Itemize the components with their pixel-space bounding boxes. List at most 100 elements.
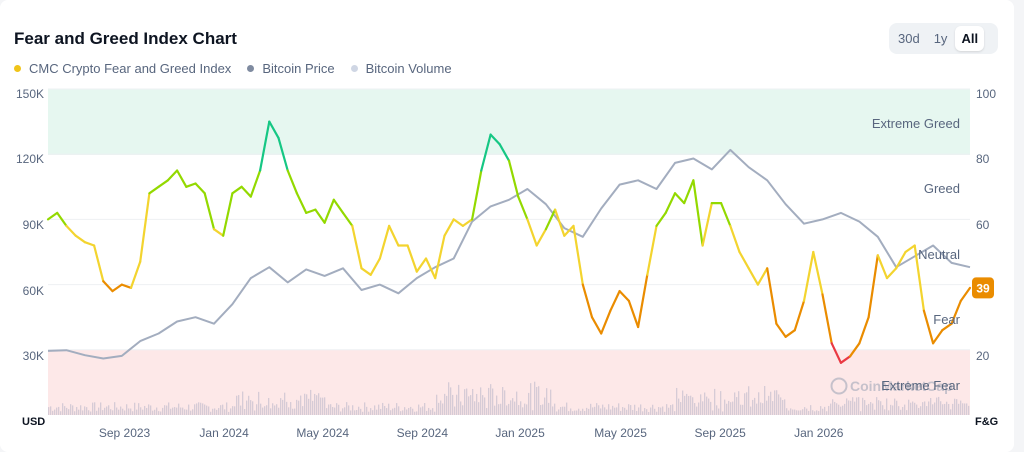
volume-bar <box>608 404 610 415</box>
volume-bar <box>54 409 56 415</box>
volume-bar <box>616 407 618 415</box>
volume-bar <box>222 404 224 415</box>
range-30d-button[interactable]: 30d <box>898 31 920 46</box>
volume-bar <box>942 404 944 415</box>
volume-bar <box>262 407 264 415</box>
volume-bar <box>882 405 884 415</box>
volume-bar <box>636 410 638 415</box>
volume-bar <box>874 409 876 415</box>
volume-bar <box>746 392 748 415</box>
legend-item-bitcoin-volume[interactable]: Bitcoin Volume <box>350 61 452 76</box>
volume-bar <box>786 408 788 415</box>
right-axis-unit: F&G <box>975 416 998 428</box>
volume-bar <box>766 400 768 415</box>
volume-bar <box>496 395 498 415</box>
volume-bar <box>168 402 170 415</box>
volume-bar <box>322 397 324 415</box>
volume-bar <box>522 407 524 415</box>
volume-bar <box>788 410 790 415</box>
fear-greed-segment <box>277 136 289 172</box>
fear-greed-segment <box>931 329 944 345</box>
volume-bar <box>646 409 648 415</box>
volume-bar <box>960 400 962 415</box>
volume-bar <box>368 411 370 415</box>
volume-bar <box>916 404 918 415</box>
volume-bar <box>624 407 626 415</box>
volume-bar <box>896 400 898 415</box>
volume-bar <box>568 411 570 415</box>
volume-bar <box>412 408 414 415</box>
volume-bar <box>662 406 664 415</box>
volume-bar <box>182 407 184 415</box>
zone-label-greed: Greed <box>924 181 960 196</box>
volume-bar <box>594 406 596 415</box>
fear-greed-segment <box>572 224 584 286</box>
volume-bar <box>744 393 746 415</box>
fear-greed-segment <box>415 257 428 273</box>
volume-bar <box>204 404 206 415</box>
volume-bar <box>458 384 460 415</box>
volume-bar <box>800 410 802 415</box>
volume-bar <box>330 404 332 415</box>
volume-bar <box>632 409 634 415</box>
x-tick-label: May 2025 <box>594 426 647 440</box>
volume-bar <box>268 397 270 415</box>
volume-bar <box>48 407 50 415</box>
fear-greed-segment <box>775 322 787 338</box>
legend-item-fear-greed[interactable]: CMC Crypto Fear and Greed Index <box>14 61 231 76</box>
fear-greed-segment <box>812 250 824 296</box>
volume-bar <box>782 400 784 415</box>
volume-bar <box>328 404 330 415</box>
range-1y-button[interactable]: 1y <box>933 31 948 46</box>
volume-bar <box>704 392 706 415</box>
volume-bar <box>738 391 740 415</box>
volume-bar <box>576 410 578 415</box>
volume-bar <box>670 404 672 415</box>
fear-greed-segment <box>443 218 455 237</box>
volume-bar <box>212 408 214 415</box>
volume-bar <box>548 402 550 415</box>
volume-bar <box>498 404 500 415</box>
volume-bar <box>824 406 826 415</box>
volume-bar <box>146 407 148 415</box>
volume-bar <box>944 403 946 415</box>
fear-greed-segment <box>692 179 704 247</box>
volume-bar <box>712 410 714 415</box>
range-all-button[interactable]: All <box>955 26 985 51</box>
volume-bar <box>728 400 730 415</box>
volume-bar <box>818 411 820 415</box>
volume-bar <box>888 410 890 415</box>
volume-bar <box>234 406 236 415</box>
volume-bar <box>114 402 116 415</box>
volume-bar <box>914 402 916 415</box>
volume-bar <box>500 403 502 415</box>
volume-bar <box>784 399 786 415</box>
volume-bar <box>504 390 506 415</box>
volume-bar <box>898 406 900 415</box>
volume-bar <box>760 402 762 415</box>
volume-bar <box>638 407 640 415</box>
volume-bar <box>414 411 416 415</box>
volume-bar <box>108 405 110 415</box>
volume-bar <box>454 406 456 415</box>
x-tick-label: Jan 2025 <box>495 426 545 440</box>
volume-bar <box>734 392 736 415</box>
volume-bar <box>436 394 438 415</box>
volume-bar <box>78 409 80 415</box>
volume-bar <box>838 404 840 415</box>
volume-bar <box>776 390 778 415</box>
legend-item-bitcoin-price[interactable]: Bitcoin Price <box>247 61 335 76</box>
volume-bar <box>406 409 408 415</box>
volume-bar <box>126 404 128 415</box>
volume-bar <box>968 405 970 415</box>
volume-bar <box>282 399 284 415</box>
volume-bar <box>430 409 432 415</box>
fear-greed-segment <box>683 179 695 205</box>
volume-bar <box>872 403 874 415</box>
fear-greed-segment <box>388 224 400 247</box>
volume-bar <box>772 401 774 415</box>
fear-greed-segment <box>83 241 96 247</box>
fear-greed-segment <box>517 195 529 221</box>
volume-bar <box>660 407 662 415</box>
